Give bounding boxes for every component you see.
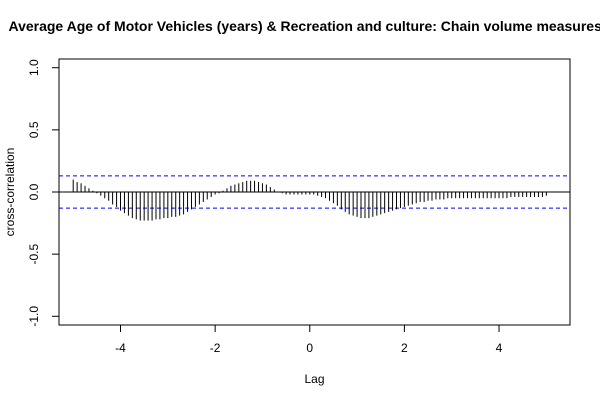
chart-title: Average Age of Motor Vehicles (years) & … [8, 18, 600, 34]
x-axis-label: Lag [304, 372, 324, 386]
x-tick-label: 0 [306, 341, 313, 355]
x-tick-label: -2 [210, 341, 221, 355]
y-tick-label: -0.5 [27, 243, 41, 264]
y-tick-label: 0.0 [27, 183, 41, 200]
y-tick-label: 0.5 [27, 121, 41, 138]
y-axis: -1.0 -0.5 0.0 0.5 1.0 [27, 59, 60, 327]
plot-area [59, 175, 570, 221]
x-axis: -4 -2 0 2 4 [115, 324, 503, 355]
y-axis-label: cross-correlation [3, 148, 17, 237]
x-tick-label: 2 [401, 341, 408, 355]
y-tick-label: -1.0 [27, 306, 41, 327]
y-tick-label: 1.0 [27, 59, 41, 76]
x-tick-label: -4 [115, 341, 126, 355]
x-tick-label: 4 [496, 341, 503, 355]
